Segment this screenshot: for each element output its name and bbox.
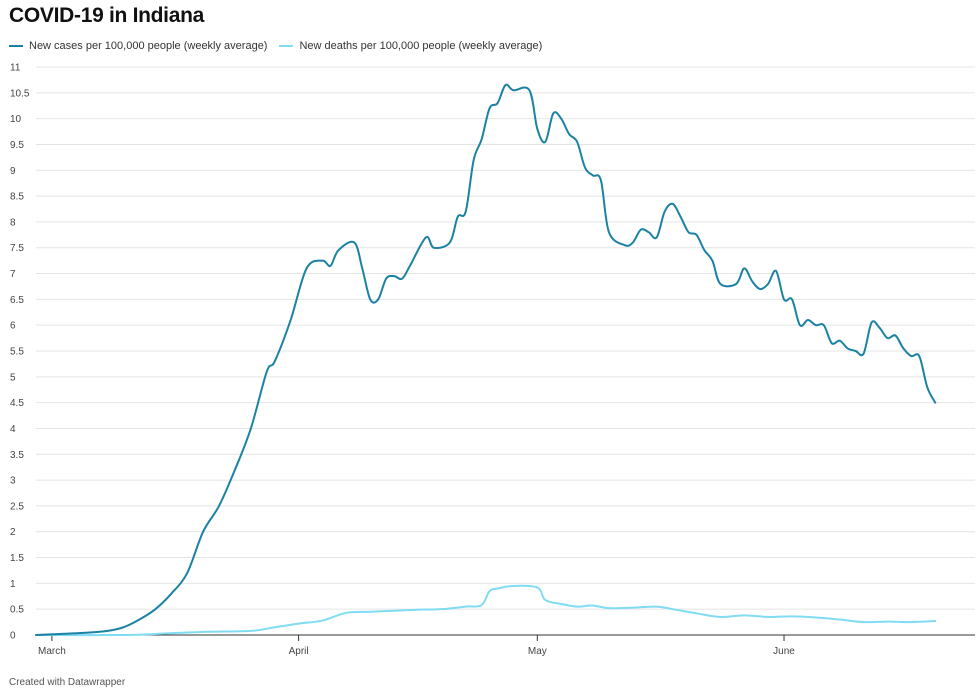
y-tick-label: 7.5 — [10, 243, 24, 254]
y-tick-label: 2.5 — [10, 501, 24, 512]
y-tick-label: 10.5 — [10, 88, 30, 99]
legend-label-cases: New cases per 100,000 people (weekly ave… — [29, 40, 268, 52]
legend-label-deaths: New deaths per 100,000 people (weekly av… — [299, 40, 543, 52]
y-tick-label: 0.5 — [10, 605, 24, 616]
legend-item-deaths: New deaths per 100,000 people (weekly av… — [279, 40, 542, 52]
y-tick-label: 0 — [10, 631, 16, 642]
series-line-deaths — [35, 584, 937, 637]
y-tick-label: 5 — [10, 372, 16, 383]
y-tick-label: 11 — [10, 63, 21, 74]
legend: New cases per 100,000 people (weekly ave… — [9, 40, 542, 52]
y-tick-label: 9.5 — [10, 140, 24, 151]
y-tick-label: 6 — [10, 321, 16, 332]
y-tick-label: 6.5 — [10, 295, 24, 306]
y-tick-label: 7 — [10, 269, 16, 280]
y-tick-label: 10 — [10, 114, 22, 125]
x-tick-label: May — [528, 646, 547, 657]
chart-title: COVID-19 in Indiana — [9, 4, 204, 27]
legend-swatch-deaths — [279, 45, 294, 47]
x-tick-label: June — [773, 646, 795, 657]
legend-swatch-cases — [9, 45, 23, 47]
x-tick-label: April — [289, 646, 309, 657]
y-tick-label: 8 — [10, 217, 16, 228]
y-tick-label: 4 — [10, 424, 16, 435]
y-tick-label: 8.5 — [10, 192, 24, 203]
y-tick-label: 1.5 — [10, 553, 24, 564]
series-line-cases — [35, 83, 937, 636]
y-tick-label: 5.5 — [10, 347, 24, 358]
y-tick-label: 3 — [10, 476, 16, 487]
y-tick-label: 9 — [10, 166, 16, 177]
x-tick-label: March — [38, 646, 66, 657]
y-tick-label: 3.5 — [10, 450, 24, 461]
y-tick-label: 1 — [10, 579, 16, 590]
y-tick-label: 4.5 — [10, 398, 24, 409]
y-tick-label: 2 — [10, 527, 16, 538]
legend-item-cases: New cases per 100,000 people (weekly ave… — [9, 40, 267, 52]
footer-credit: Created with Datawrapper — [9, 677, 126, 688]
